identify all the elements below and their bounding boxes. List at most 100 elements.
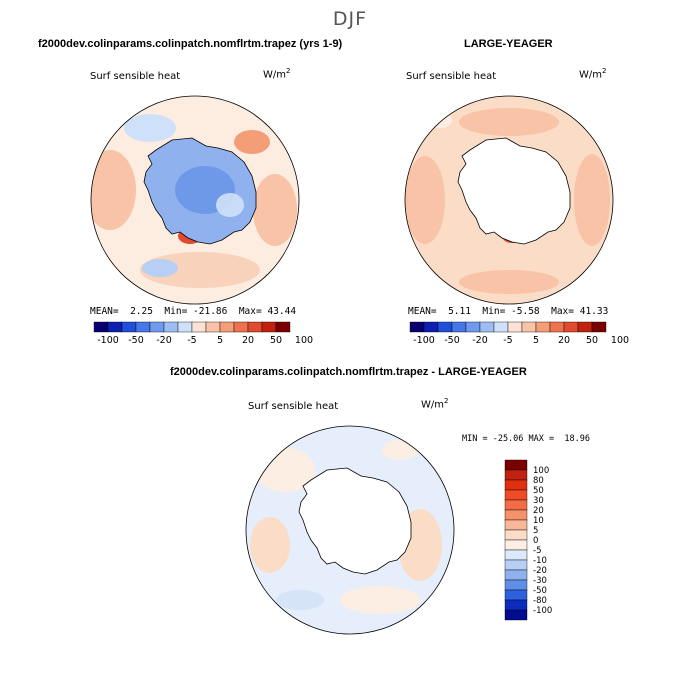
neutral-patch (428, 112, 452, 128)
diff-title: f2000dev.colinparams.colinpatch.nomflrtm… (170, 366, 527, 378)
colorbar-swatch (577, 321, 593, 333)
warm-patch (459, 270, 559, 294)
panel1-map-border (90, 95, 300, 305)
colorbar-swatch (465, 321, 481, 333)
diff-colorbar-swatch (504, 489, 528, 501)
diff-colorbar-tick-label: 0 (533, 536, 538, 546)
diff-colorbar-swatch (504, 459, 528, 471)
colorbar-tick-label: 5 (217, 335, 223, 346)
diff-colorbar-tick-label: -20 (533, 566, 547, 576)
colorbar-tick-label: -5 (187, 335, 196, 346)
colorbar-swatch (563, 321, 579, 333)
panel1-units: W/m2 (263, 67, 290, 80)
warm-patch (405, 156, 445, 244)
diff-colorbar-tick-label: -50 (533, 586, 547, 596)
diff-colorbar-swatch (504, 559, 528, 571)
diff-colorbar-swatch (504, 569, 528, 581)
diff-colorbar-tick-label: 20 (533, 506, 544, 516)
colorbar-swatch (261, 321, 277, 333)
colorbar-tick-label: 50 (586, 335, 598, 346)
units-text: W/m (421, 399, 444, 411)
colorbar-swatch (535, 321, 551, 333)
diff-map-border (245, 425, 455, 635)
diff-colorbar-tick-label: -100 (533, 606, 552, 616)
min-label: Min= (164, 306, 188, 317)
colorbar-tick-label: -50 (444, 335, 460, 346)
diff-units: W/m2 (421, 397, 448, 410)
colorbar-swatch (479, 321, 495, 333)
panel2-stats: MEAN= 5.11 Min= -5.58 Max= 41.33 (408, 306, 608, 317)
colorbar-swatch (275, 321, 291, 333)
diff-colorbar-tick-label: 80 (533, 476, 544, 486)
warm-patch (340, 586, 420, 614)
diff-colorbar-tick-label: -10 (533, 556, 547, 566)
diff-colorbar-tick-label: 10 (533, 516, 544, 526)
units-text: W/m (263, 69, 286, 81)
panel2-map (404, 95, 614, 305)
colorbar-swatch (135, 321, 151, 333)
colorbar-swatch (205, 321, 221, 333)
colorbar-swatch (521, 321, 537, 333)
diff-colorbar-swatch (504, 529, 528, 541)
colorbar-swatch (149, 321, 165, 333)
colorbar-tick-label: -20 (472, 335, 488, 346)
diff-colorbar-swatch (504, 609, 528, 621)
colorbar-swatch (507, 321, 523, 333)
diff-colorbar-swatch (504, 599, 528, 611)
colorbar-swatch (437, 321, 453, 333)
panel2-colorbar: -100 -50 -20 -5 5 20 50 100 (409, 321, 629, 346)
min-value: -5.58 (511, 306, 540, 317)
diff-colorbar-swatch (504, 509, 528, 521)
colorbar-tick-label: 5 (533, 335, 539, 346)
max-label: Max= (551, 306, 574, 317)
colorbar-tick-label: 20 (558, 335, 570, 346)
diff-colorbar-tick-label: -80 (533, 596, 547, 606)
colorbar-swatch (177, 321, 193, 333)
diff-colorbar-tick-label: 30 (533, 496, 544, 506)
season-title: DJF (332, 8, 368, 30)
diff-colorbar-swatch (504, 589, 528, 601)
cool-patch (142, 259, 178, 277)
colorbar-swatch (233, 321, 249, 333)
colorbar-tick-label: -50 (128, 335, 144, 346)
colorbar-swatch (191, 321, 207, 333)
diff-colorbar-swatch (504, 499, 528, 511)
colorbar-tick-label: -20 (156, 335, 172, 346)
colorbar-swatch (121, 321, 137, 333)
cool-patch (216, 193, 244, 217)
panel2-title: LARGE-YEAGER (464, 38, 553, 50)
diff-colorbar-swatch (504, 579, 528, 591)
panel1-variable: Surf sensible heat (90, 71, 181, 82)
panel1-title: f2000dev.colinparams.colinpatch.nomflrtm… (38, 38, 343, 50)
cool-patch (276, 590, 324, 610)
colorbar-swatch (93, 321, 109, 333)
diff-colorbar-tick-label: -30 (533, 576, 547, 586)
colorbar-swatch (423, 321, 439, 333)
mean-label: MEAN= (408, 306, 437, 317)
diff-colorbar-tick-label: 5 (533, 526, 538, 536)
max-label: Max= (238, 306, 262, 317)
units-exponent: 2 (602, 67, 607, 75)
min-label: Min= (482, 306, 506, 317)
colorbar-tick-label: -5 (503, 335, 512, 346)
warm-patch (250, 517, 290, 573)
diff-colorbar-swatch (504, 479, 528, 491)
colorbar-tick-label: 100 (295, 335, 313, 346)
warm-patch (234, 130, 270, 154)
colorbar-swatch (451, 321, 467, 333)
panel1-colorbar: -100 -50 -20 -5 5 20 50 100 (93, 321, 313, 346)
panel1-map (90, 95, 300, 305)
panel2-map-border (404, 95, 614, 305)
diff-colorbar-swatch (504, 549, 528, 561)
max-value: 43.44 (267, 306, 297, 317)
colorbar-swatch (493, 321, 509, 333)
diff-colorbar-tick-label: 50 (533, 486, 544, 496)
colorbar-swatch (219, 321, 235, 333)
cool-patch (124, 114, 176, 142)
panel2-units: W/m2 (579, 67, 606, 80)
diff-colorbar-tick-label: -5 (533, 546, 541, 556)
colorbar-tick-label: 20 (242, 335, 254, 346)
warm-patch (382, 440, 418, 460)
